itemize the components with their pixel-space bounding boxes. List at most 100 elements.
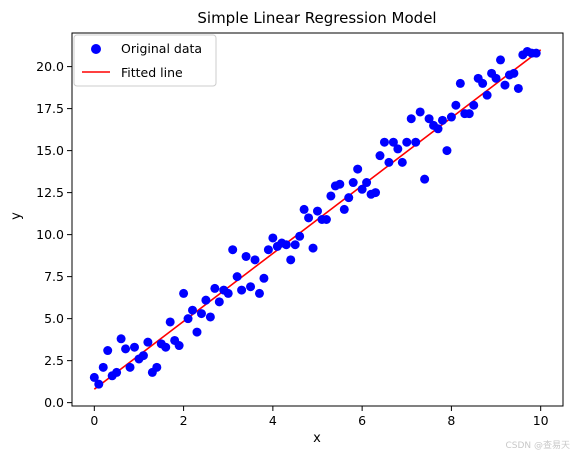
data-point — [451, 100, 461, 110]
data-point — [98, 362, 108, 372]
data-point — [371, 188, 381, 198]
data-point — [433, 124, 443, 134]
data-point — [308, 243, 318, 253]
axes-frame — [71, 32, 564, 407]
data-point — [125, 362, 135, 372]
data-point — [388, 137, 398, 147]
data-point — [339, 204, 349, 214]
data-point — [228, 245, 238, 255]
x-tick-label: 6 — [358, 413, 366, 428]
data-point — [379, 137, 389, 147]
data-point — [393, 144, 403, 154]
data-point — [152, 362, 162, 372]
data-point — [353, 164, 363, 174]
y-tick-label: 5.0 — [44, 311, 64, 326]
data-point — [509, 68, 519, 78]
x-tick-label: 10 — [533, 413, 549, 428]
y-tick-label: 2.5 — [44, 353, 64, 368]
legend-label-original-data: Original data — [121, 41, 202, 56]
data-point — [196, 309, 206, 319]
data-point — [129, 342, 139, 352]
scatter-points-layer — [89, 46, 541, 389]
y-tick-label: 10.0 — [36, 227, 64, 242]
data-point — [335, 179, 345, 189]
data-point — [478, 78, 488, 88]
data-point — [192, 327, 202, 337]
data-point — [161, 342, 171, 352]
data-point — [491, 73, 501, 83]
x-tick-label: 0 — [90, 413, 98, 428]
y-tick-label: 20.0 — [36, 59, 64, 74]
chart-title: Simple Linear Regression Model — [197, 9, 436, 27]
data-point — [250, 255, 260, 265]
data-point — [496, 55, 506, 65]
data-point — [259, 273, 269, 283]
data-point — [165, 317, 175, 327]
data-point — [143, 337, 153, 347]
data-point — [201, 295, 211, 305]
data-point — [223, 288, 233, 298]
data-point — [437, 115, 447, 125]
x-axis: 0 2 4 6 8 10 — [90, 406, 549, 428]
data-point — [348, 178, 358, 188]
legend-box — [73, 34, 217, 87]
x-tick-label: 8 — [447, 413, 455, 428]
data-point — [442, 146, 452, 156]
legend-label-fitted-line: Fitted line — [121, 65, 183, 80]
data-point — [205, 312, 215, 322]
data-point — [121, 344, 131, 354]
y-axis: 0.0 2.5 5.0 7.5 10.0 12.5 15.0 17.5 20.0 — [36, 59, 72, 410]
data-point — [531, 48, 541, 58]
x-tick-label: 4 — [269, 413, 277, 428]
data-point — [232, 272, 242, 282]
y-tick-label: 0.0 — [44, 395, 64, 410]
data-point — [263, 245, 273, 255]
data-point — [500, 80, 510, 90]
data-point — [268, 233, 278, 243]
data-point — [174, 341, 184, 351]
y-axis-label: y — [9, 212, 24, 220]
plot-area — [71, 32, 564, 407]
data-point — [188, 305, 198, 315]
data-point — [116, 334, 126, 344]
data-point — [375, 151, 385, 161]
data-point — [420, 174, 430, 184]
y-tick-label: 17.5 — [36, 101, 64, 116]
data-point — [384, 157, 394, 167]
data-point — [237, 285, 247, 295]
data-point — [326, 191, 336, 201]
data-point — [446, 112, 456, 122]
data-point — [406, 114, 416, 124]
y-tick-label: 15.0 — [36, 143, 64, 158]
data-point — [415, 107, 425, 117]
data-point — [464, 109, 474, 119]
data-point — [241, 251, 251, 261]
data-point — [402, 137, 412, 147]
data-point — [313, 206, 322, 216]
y-tick-label: 7.5 — [44, 269, 64, 284]
data-point — [286, 255, 296, 265]
data-point — [362, 178, 372, 188]
data-point — [281, 240, 291, 250]
data-point — [424, 114, 434, 124]
data-point — [321, 215, 331, 224]
data-point — [304, 213, 314, 223]
watermark: CSDN @查易天 — [505, 441, 570, 451]
y-tick-label: 12.5 — [36, 185, 64, 200]
data-point — [214, 297, 224, 307]
data-point — [179, 288, 189, 298]
data-point — [112, 367, 122, 377]
data-point — [344, 193, 354, 203]
x-tick-label: 2 — [180, 413, 188, 428]
x-axis-label: x — [313, 431, 321, 446]
data-point — [482, 90, 492, 100]
data-point — [138, 351, 148, 361]
data-point — [397, 157, 407, 167]
data-point — [299, 204, 309, 214]
data-point — [254, 288, 264, 298]
data-point — [469, 100, 479, 110]
data-point — [89, 372, 99, 382]
data-point — [210, 283, 220, 293]
data-point — [183, 314, 193, 324]
data-point — [103, 346, 113, 356]
